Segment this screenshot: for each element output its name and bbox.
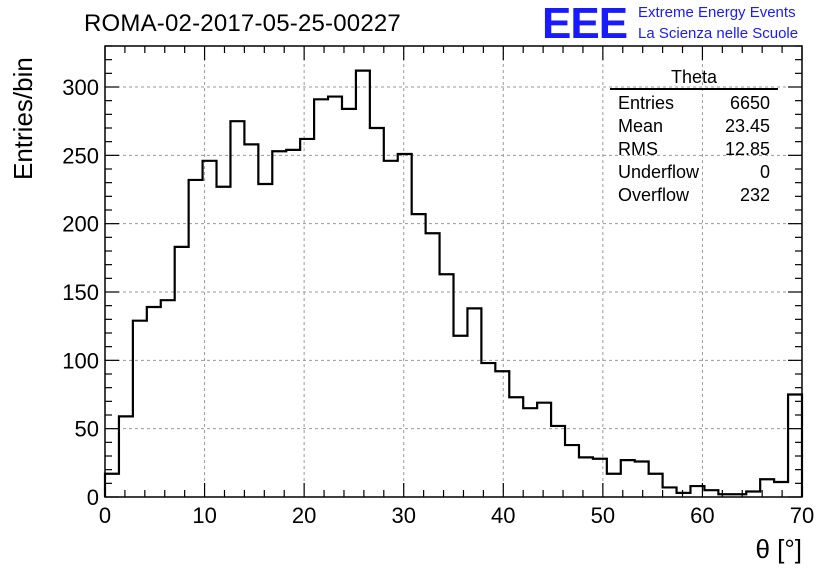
stats-value: 12.85 <box>724 139 770 159</box>
x-axis-label: θ [°] <box>755 534 802 564</box>
x-tick-label: 30 <box>391 503 415 528</box>
x-tick-label: 60 <box>690 503 714 528</box>
stats-value: 232 <box>739 185 770 205</box>
y-tick-label: 250 <box>62 143 99 168</box>
y-tick-label: 150 <box>62 280 99 305</box>
stats-row-underflow: Underflow 0 <box>610 161 778 184</box>
y-axis-label: Entries/bin <box>8 57 38 180</box>
logo-tagline-2: La Scienza nelle Scuole <box>638 25 799 42</box>
x-tick-label: 50 <box>591 503 615 528</box>
stats-value: 23.45 <box>724 116 770 136</box>
x-tick-label: 0 <box>99 503 111 528</box>
stats-label: RMS <box>618 139 658 159</box>
y-tick-label: 200 <box>62 212 99 237</box>
chart-title: ROMA-02-2017-05-25-00227 <box>84 10 401 37</box>
stats-row-overflow: Overflow 232 <box>610 184 778 207</box>
stats-label: Entries <box>618 93 675 113</box>
x-tick-label: 40 <box>491 503 515 528</box>
stats-box: Theta Entries 6650 Mean 23.45 RMS 12.85 … <box>610 66 778 207</box>
y-tick-label: 100 <box>62 348 99 373</box>
stats-label: Overflow <box>618 185 690 205</box>
x-tick-label: 70 <box>790 503 814 528</box>
tick-labels: 0 10 20 30 40 50 60 70 0 50 100 150 200 250 300 <box>62 75 814 528</box>
stats-value: 0 <box>759 162 770 182</box>
plot-frame <box>104 45 803 498</box>
stats-box-title: Theta <box>610 66 778 90</box>
stats-row-rms: RMS 12.85 <box>610 138 778 161</box>
stats-row-mean: Mean 23.45 <box>610 115 778 138</box>
logo-tagline-1: Extreme Energy Events <box>638 4 796 21</box>
stats-row-entries: Entries 6650 <box>610 92 778 115</box>
y-tick-label: 300 <box>62 75 99 100</box>
stats-label: Underflow <box>618 162 700 182</box>
stats-label: Mean <box>618 116 664 136</box>
stats-value: 6650 <box>729 93 770 113</box>
axis-ticks <box>104 45 803 498</box>
y-tick-label: 50 <box>75 417 99 442</box>
histogram-series-line <box>103 69 804 497</box>
x-tick-label: 20 <box>292 503 316 528</box>
y-tick-label: 0 <box>87 485 99 510</box>
eee-logo: EEE <box>542 0 628 48</box>
x-tick-label: 10 <box>192 503 216 528</box>
